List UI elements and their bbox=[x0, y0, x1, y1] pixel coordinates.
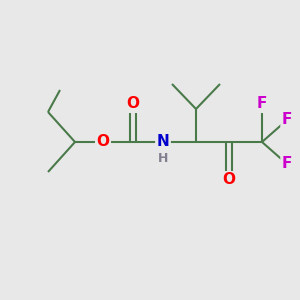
Text: H: H bbox=[158, 152, 168, 166]
Text: O: O bbox=[127, 97, 140, 112]
Text: O: O bbox=[223, 172, 236, 188]
Text: F: F bbox=[257, 97, 267, 112]
Text: F: F bbox=[282, 157, 292, 172]
Text: N: N bbox=[157, 134, 169, 149]
Text: O: O bbox=[97, 134, 110, 149]
Text: F: F bbox=[282, 112, 292, 128]
